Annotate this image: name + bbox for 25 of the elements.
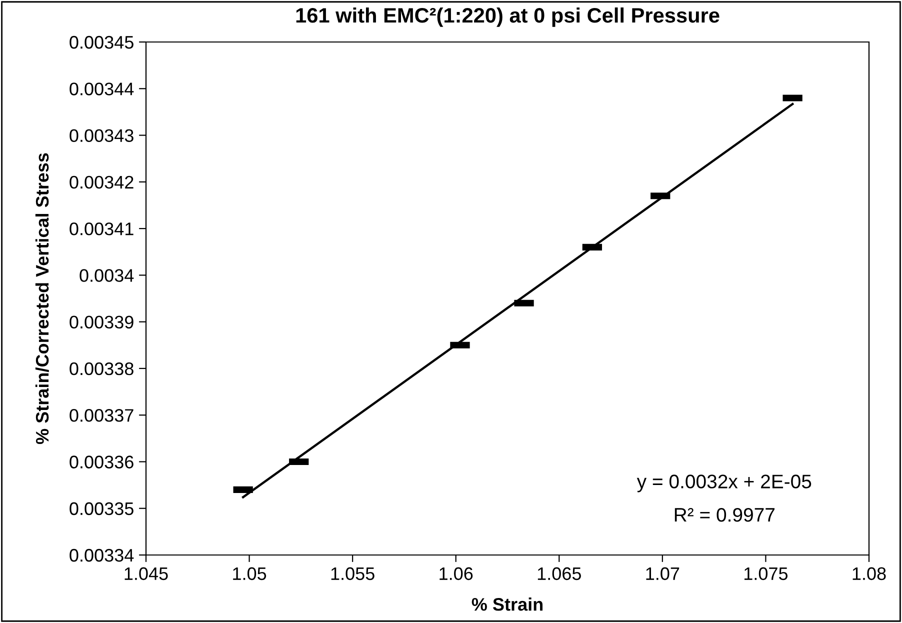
y-tick-label: 0.00337 xyxy=(70,409,134,422)
annotation: y = 0.0032x + 2E-05 xyxy=(636,474,812,492)
y-tick-label: 0.00336 xyxy=(70,456,134,468)
x-axis-title: % Strain xyxy=(472,598,542,611)
x-tick-label: 1.06 xyxy=(440,567,473,580)
y-tick-label: 0.00335 xyxy=(70,502,134,516)
x-tick-label: 1.08 xyxy=(852,567,886,580)
y-tick-label: 0.00339 xyxy=(70,316,134,329)
y-tick-label: 0.00343 xyxy=(70,129,134,142)
y-tick-label: 0.00341 xyxy=(70,222,134,236)
x-tick-label: 1.065 xyxy=(538,567,581,580)
y-tick-label: 0.00342 xyxy=(70,176,134,189)
x-tick-label: 1.045 xyxy=(124,567,168,580)
chart-title: 161 with EMC²(1:220) at 0 psi Cell Pressure xyxy=(296,7,720,27)
y-tick-label: 0.00334 xyxy=(70,548,134,562)
y-tick-label: 0.00338 xyxy=(70,362,134,376)
x-tick-label: 1.055 xyxy=(331,567,374,580)
y-axis-title: % Strain/Corrected Vertical Stress xyxy=(35,153,49,444)
y-tick-label: 0.00344 xyxy=(70,82,134,96)
x-tick-label: 1.05 xyxy=(233,567,266,580)
y-tick-label: 0.00345 xyxy=(70,36,134,49)
x-tick-label: 1.075 xyxy=(744,567,788,580)
x-tick-label: 1.07 xyxy=(646,567,680,580)
y-tick-label: 0.0034 xyxy=(80,269,134,282)
annotation: R² = 0.9977 xyxy=(674,508,774,522)
